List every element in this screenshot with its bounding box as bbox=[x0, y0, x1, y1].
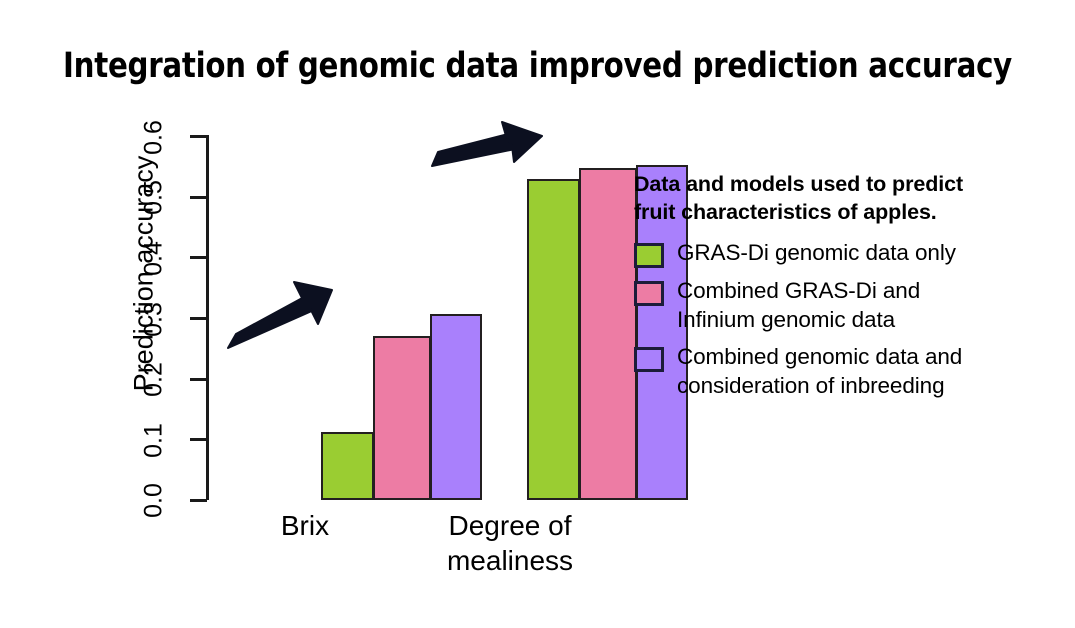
legend-item-combined: Combined GRAS-Di and Infinium genomic da… bbox=[634, 277, 1054, 335]
legend-label-combined: Combined GRAS-Di and Infinium genomic da… bbox=[677, 277, 921, 332]
legend-swatch-purple bbox=[634, 347, 664, 373]
y-tick-label-4: 0.4 bbox=[139, 241, 168, 276]
y-tick-mark bbox=[190, 438, 207, 441]
bar-mealiness-gras-di bbox=[527, 178, 580, 500]
chart-title: Integration of genomic data improved pre… bbox=[63, 46, 1012, 86]
legend-label-combined-inbreeding: Combined genomic data and consideration … bbox=[677, 344, 963, 399]
bar-brix-combined bbox=[373, 335, 431, 500]
x-group-label-mealiness: Degree of mealiness bbox=[446, 510, 574, 576]
bar-brix-combined-inbreeding bbox=[430, 314, 482, 500]
legend-label-gras-di: GRAS-Di genomic data only bbox=[677, 239, 956, 265]
y-tick-label-3: 0.3 bbox=[139, 302, 168, 337]
y-axis-spine bbox=[206, 135, 209, 500]
y-tick-mark bbox=[190, 317, 207, 320]
legend-swatch-pink bbox=[634, 280, 664, 306]
upward-trend-arrow-mealiness bbox=[431, 121, 543, 167]
y-tick-mark bbox=[190, 196, 207, 199]
y-tick-label-6: 0.6 bbox=[139, 120, 168, 155]
bar-brix-gras-di bbox=[321, 431, 374, 500]
legend-title: Data and models used to predict fruit ch… bbox=[634, 172, 964, 225]
legend-item-gras-di: GRAS-Di genomic data only bbox=[634, 239, 1054, 268]
y-tick-mark bbox=[190, 378, 207, 381]
bar-mealiness-combined bbox=[579, 168, 637, 500]
y-tick-label-2: 0.2 bbox=[139, 362, 168, 397]
plot-area: Prediction accuracy 0.0 0.1 0.2 0.3 0.4 … bbox=[100, 110, 688, 576]
y-tick-label-1: 0.1 bbox=[139, 423, 168, 458]
y-tick-mark bbox=[190, 499, 207, 502]
x-group-label-brix: Brix bbox=[280, 510, 330, 541]
y-tick-label-0: 0.0 bbox=[139, 483, 168, 518]
y-tick-label-5: 0.5 bbox=[139, 180, 168, 215]
bar-mealiness-combined-inbreeding bbox=[636, 165, 688, 500]
legend: Data and models used to predict fruit ch… bbox=[634, 170, 1054, 410]
y-tick-mark bbox=[190, 256, 207, 259]
legend-swatch-green bbox=[634, 242, 664, 268]
upward-trend-arrow-brix bbox=[227, 281, 333, 349]
bars-container bbox=[209, 135, 688, 500]
y-tick-mark bbox=[190, 135, 207, 138]
legend-item-combined-inbreeding: Combined genomic data and consideration … bbox=[634, 343, 1054, 401]
